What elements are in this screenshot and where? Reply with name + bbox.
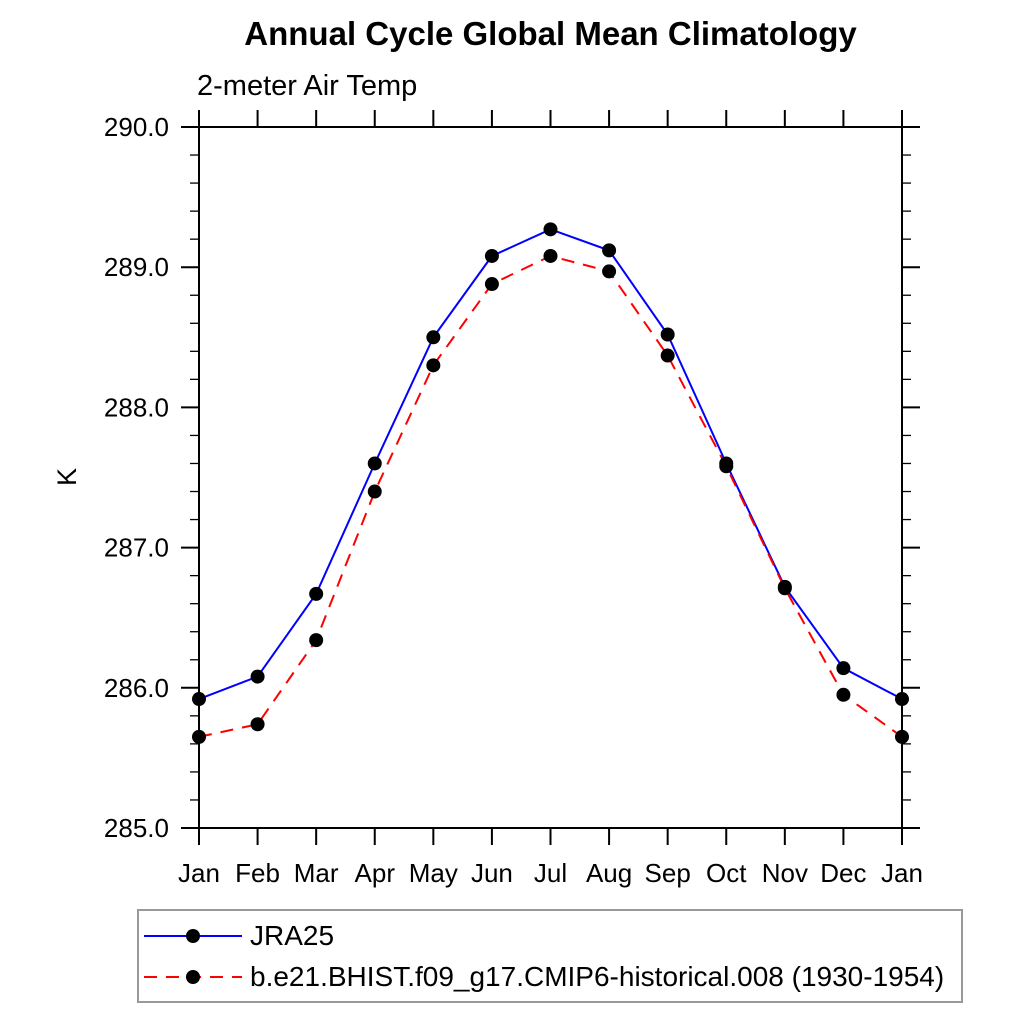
- svg-text:Jan: Jan: [178, 858, 220, 888]
- legend-line-sample-dashed: [144, 969, 242, 984]
- svg-text:286.0: 286.0: [104, 673, 169, 703]
- svg-text:Feb: Feb: [235, 858, 280, 888]
- svg-text:Sep: Sep: [645, 858, 691, 888]
- chart-title: Annual Cycle Global Mean Climatology: [244, 15, 857, 52]
- svg-text:289.0: 289.0: [104, 252, 169, 282]
- svg-text:285.0: 285.0: [104, 813, 169, 843]
- legend-marker-dot: [186, 969, 200, 984]
- legend-line-sample-solid: [144, 928, 242, 943]
- legend-label-model: b.e21.BHIST.f09_g17.CMIP6-historical.008…: [250, 960, 945, 992]
- svg-text:May: May: [409, 858, 458, 888]
- legend-marker-dot: [186, 928, 200, 943]
- svg-text:288.0: 288.0: [104, 392, 169, 422]
- svg-text:Apr: Apr: [355, 858, 396, 888]
- svg-text:Aug: Aug: [586, 858, 632, 888]
- svg-text:Nov: Nov: [762, 858, 808, 888]
- svg-text:Jun: Jun: [471, 858, 513, 888]
- svg-text:290.0: 290.0: [104, 112, 169, 142]
- svg-text:Oct: Oct: [706, 858, 747, 888]
- svg-text:Dec: Dec: [820, 858, 866, 888]
- svg-text:Jul: Jul: [534, 858, 567, 888]
- svg-text:287.0: 287.0: [104, 533, 169, 563]
- chart-subtitle: 2-meter Air Temp: [197, 70, 418, 102]
- svg-text:Mar: Mar: [294, 858, 339, 888]
- legend-label-jra25: JRA25: [250, 919, 335, 951]
- legend-item-jra25: JRA25: [143, 920, 961, 952]
- legend: JRA25 b.e21.BHIST.f09_g17.CMIP6-historic…: [137, 909, 963, 1003]
- legend-item-model: b.e21.BHIST.f09_g17.CMIP6-historical.008…: [143, 961, 961, 993]
- svg-text:Jan: Jan: [881, 858, 923, 888]
